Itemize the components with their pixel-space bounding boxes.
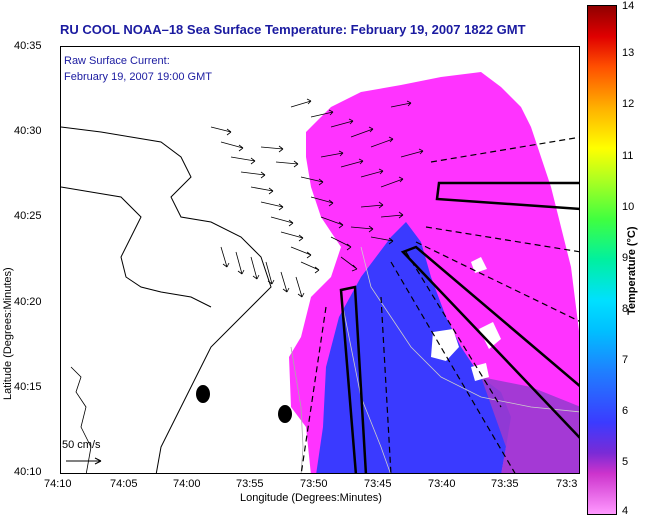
x-tick-5: 73:45: [364, 478, 392, 490]
x-tick-3: 73:55: [236, 478, 264, 490]
sst-cool-region: [316, 222, 511, 473]
cbar-tick-4: 4: [622, 505, 629, 517]
cbar-tick-5: 5: [622, 456, 629, 468]
x-tick-4: 73:50: [300, 478, 328, 490]
cbar-tick-6: 6: [622, 405, 629, 417]
y-tick-5: 40:10: [14, 466, 42, 478]
scale-label: 50 cm/s: [62, 439, 101, 451]
coastline: [61, 126, 272, 473]
y-tick-1: 40:30: [14, 125, 42, 137]
cbar-tick-12: 12: [622, 98, 635, 110]
cbar-tick-7: 7: [622, 354, 629, 366]
x-tick-7: 73:35: [491, 478, 519, 490]
x-tick-6: 73:40: [428, 478, 456, 490]
x-tick-0: 74:10: [44, 478, 72, 490]
cbar-tick-10: 10: [622, 201, 635, 213]
y-axis-label: Latitude (Degrees:Minutes): [2, 267, 14, 400]
sst-map: [60, 46, 580, 474]
cbar-tick-9: 9: [622, 252, 629, 264]
y-tick-2: 40:25: [14, 210, 42, 222]
x-tick-8: 73:3: [556, 478, 578, 490]
cbar-tick-11: 11: [622, 150, 634, 162]
colorbar-label: Temperature (°C): [626, 226, 638, 315]
legend-line-1: Raw Surface Current:: [64, 55, 170, 67]
y-tick-4: 40:15: [14, 381, 42, 393]
cbar-tick-13: 13: [622, 47, 635, 59]
legend-line-2: February 19, 2007 19:00 GMT: [64, 71, 212, 83]
map-canvas: [61, 72, 579, 473]
y-tick-0: 40:35: [14, 40, 42, 52]
x-tick-1: 74:05: [110, 478, 138, 490]
map-title: RU COOL NOAA–18 Sea Surface Temperature:…: [60, 22, 526, 37]
y-tick-3: 40:20: [14, 296, 42, 308]
cbar-tick-8: 8: [622, 303, 629, 315]
sst-purple-band: [481, 377, 579, 473]
x-tick-2: 74:00: [173, 478, 201, 490]
cbar-tick-14: 14: [622, 0, 635, 12]
current-vectors: [210, 98, 424, 298]
x-axis-label: Longitude (Degrees:Minutes): [240, 492, 382, 504]
temperature-colorbar: [587, 5, 617, 515]
